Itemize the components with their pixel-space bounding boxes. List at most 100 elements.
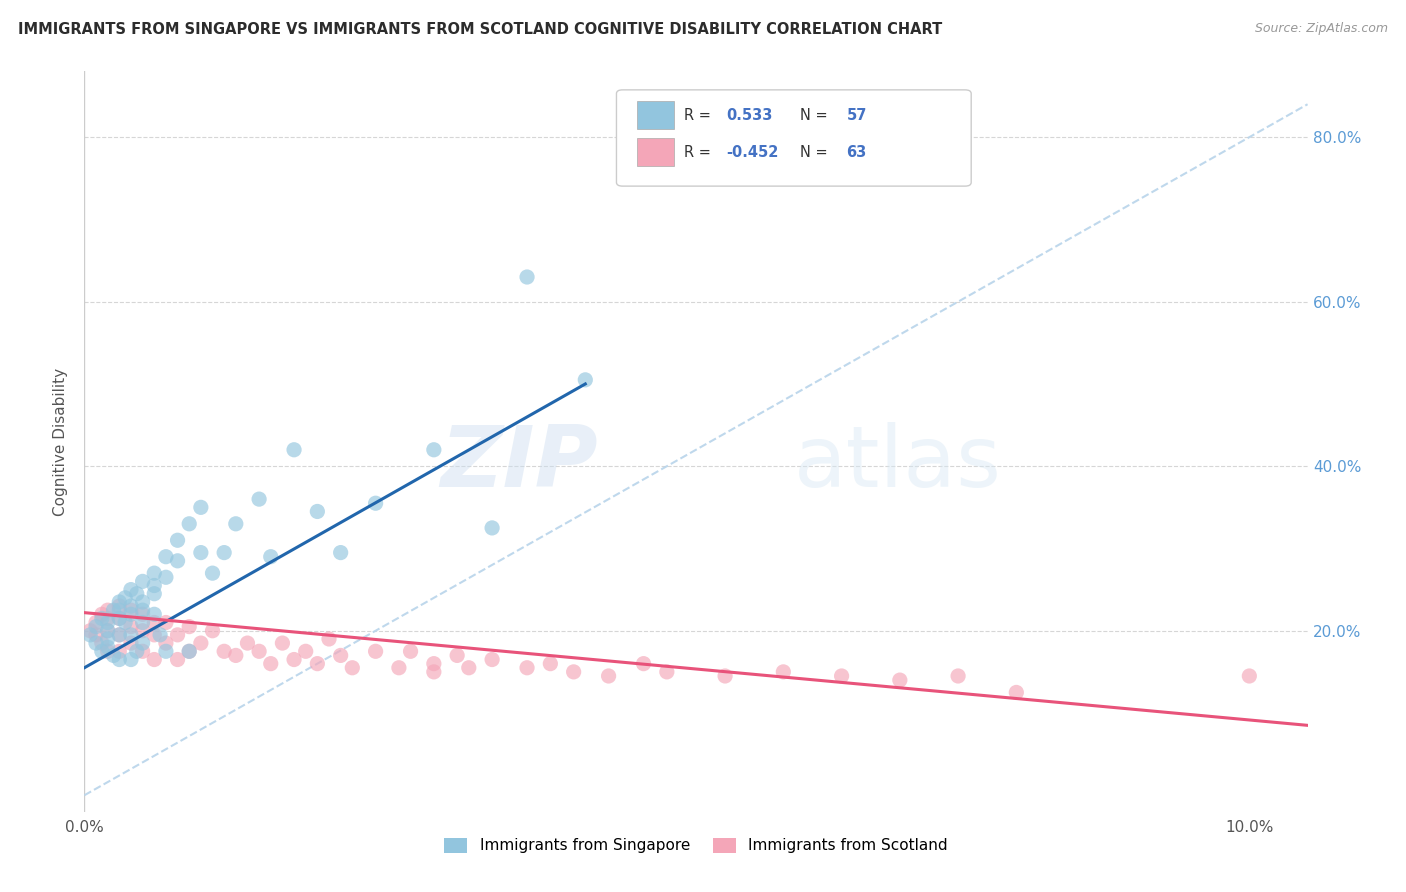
Point [90, 636, 112, 650]
Point [120, 603, 142, 617]
Point [179, 644, 201, 658]
Point [166, 554, 188, 568]
Point [260, 549, 283, 564]
Point [201, 624, 224, 638]
Point [84, 615, 107, 630]
Point [79, 628, 101, 642]
Point [271, 636, 294, 650]
Point [103, 648, 125, 663]
Point [90, 607, 112, 622]
Point [125, 587, 148, 601]
Point [155, 570, 177, 584]
Point [84, 636, 107, 650]
Point [97, 624, 120, 638]
Text: 0.533: 0.533 [727, 108, 773, 123]
Text: N =: N = [800, 145, 832, 161]
Point [120, 628, 142, 642]
Point [423, 442, 446, 457]
Point [399, 644, 422, 658]
FancyBboxPatch shape [637, 101, 673, 129]
Point [772, 665, 794, 679]
Point [1005, 685, 1028, 699]
Point [103, 603, 125, 617]
Text: IMMIGRANTS FROM SINGAPORE VS IMMIGRANTS FROM SCOTLAND COGNITIVE DISABILITY CORRE: IMMIGRANTS FROM SINGAPORE VS IMMIGRANTS … [18, 22, 942, 37]
Point [131, 636, 153, 650]
Point [655, 665, 678, 679]
Point [143, 628, 166, 642]
Point [247, 492, 270, 507]
Point [831, 669, 853, 683]
Text: atlas: atlas [794, 422, 1002, 505]
FancyBboxPatch shape [637, 138, 673, 166]
Point [131, 607, 153, 622]
Point [201, 566, 224, 581]
Text: -0.452: -0.452 [727, 145, 779, 161]
Y-axis label: Cognitive Disability: Cognitive Disability [53, 368, 69, 516]
Point [225, 516, 247, 531]
Point [155, 636, 177, 650]
Text: R =: R = [683, 145, 716, 161]
Point [190, 546, 212, 560]
Text: R =: R = [683, 108, 716, 123]
Point [388, 661, 411, 675]
Point [97, 615, 120, 630]
Point [120, 636, 142, 650]
Point [260, 657, 283, 671]
Point [97, 611, 120, 625]
Point [457, 661, 479, 675]
Point [97, 624, 120, 638]
Point [212, 644, 235, 658]
Point [97, 644, 120, 658]
Point [155, 644, 177, 658]
Point [97, 640, 120, 655]
Point [143, 607, 166, 622]
Point [108, 611, 131, 625]
Point [155, 615, 177, 630]
Point [538, 657, 561, 671]
Point [120, 607, 142, 622]
Point [84, 628, 107, 642]
Point [247, 644, 270, 658]
Point [166, 533, 188, 548]
Point [143, 615, 166, 630]
Point [283, 442, 305, 457]
Point [114, 591, 136, 605]
Point [329, 546, 352, 560]
Point [120, 652, 142, 666]
Point [179, 619, 201, 633]
Point [97, 632, 120, 646]
Point [131, 615, 153, 630]
Point [108, 595, 131, 609]
Legend: Immigrants from Singapore, Immigrants from Scotland: Immigrants from Singapore, Immigrants fr… [439, 831, 953, 860]
Text: 63: 63 [846, 145, 866, 161]
Point [294, 644, 316, 658]
Point [97, 603, 120, 617]
Point [307, 504, 329, 518]
Point [633, 657, 655, 671]
Point [108, 652, 131, 666]
Point [329, 648, 352, 663]
Point [120, 619, 142, 633]
Point [598, 669, 620, 683]
Point [481, 652, 503, 666]
Point [190, 500, 212, 515]
Point [423, 665, 446, 679]
Point [108, 599, 131, 613]
Text: N =: N = [800, 108, 832, 123]
Point [143, 566, 166, 581]
Point [149, 628, 172, 642]
Point [481, 521, 503, 535]
Point [318, 632, 340, 646]
Point [714, 669, 737, 683]
Point [131, 595, 153, 609]
Point [143, 587, 166, 601]
Point [84, 619, 107, 633]
Point [131, 644, 153, 658]
Point [108, 603, 131, 617]
Point [889, 673, 911, 687]
Point [155, 549, 177, 564]
Point [120, 599, 142, 613]
Point [212, 546, 235, 560]
Point [516, 270, 538, 285]
Text: Source: ZipAtlas.com: Source: ZipAtlas.com [1254, 22, 1388, 36]
